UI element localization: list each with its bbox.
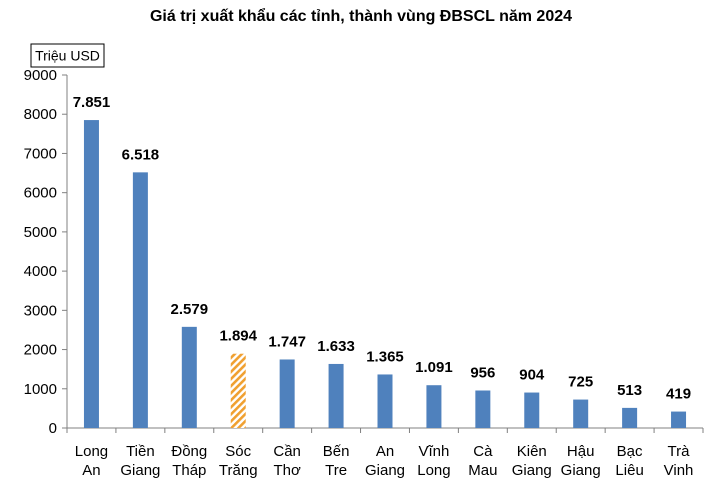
- x-tick-label: Kiên: [517, 443, 547, 460]
- bar: [622, 407, 638, 428]
- bar: [573, 399, 589, 428]
- bar: [671, 411, 687, 428]
- data-label: 904: [519, 367, 545, 384]
- bar: [230, 353, 246, 428]
- y-tick-label: 9000: [24, 67, 57, 84]
- bar: [181, 326, 197, 428]
- data-label: 1.633: [317, 338, 355, 355]
- x-tick-label: Cần: [273, 443, 301, 460]
- x-tick-label: Đồng: [171, 443, 207, 460]
- y-tick-label: 0: [49, 420, 57, 437]
- x-tick-label: Long: [417, 462, 450, 479]
- bar: [426, 385, 442, 428]
- y-tick-label: 6000: [24, 185, 57, 202]
- x-tick-label: Bến: [323, 443, 350, 460]
- axes: 0 1000 2000 3000 4000 5000 6000 7000 8000 9000 Lon…: [24, 67, 704, 479]
- x-tick-label: Bạc: [617, 443, 643, 460]
- y-tick-label: 2000: [24, 342, 57, 359]
- x-tick-label: Giang: [561, 462, 601, 479]
- y-tick-label: 1000: [24, 381, 57, 398]
- data-label: 725: [568, 374, 593, 391]
- data-label: 6.518: [122, 146, 160, 163]
- unit-label: Triệu USD: [35, 48, 100, 64]
- data-label: 1.747: [268, 333, 306, 350]
- x-tick-label: Mau: [468, 462, 497, 479]
- bars: [83, 120, 687, 428]
- x-tick-label: Trà: [668, 443, 691, 460]
- data-labels: 7.851 6.518 2.579 1.894 1.747 1.633 1.365 1.091…: [73, 94, 691, 402]
- x-tick-label: Giang: [120, 462, 160, 479]
- x-tick-label: Giang: [512, 462, 552, 479]
- bar: [328, 363, 344, 428]
- x-tick-label: Tre: [325, 462, 347, 479]
- bar: [132, 172, 148, 428]
- unit-label-box: Triệu USD: [30, 43, 105, 68]
- x-tick-label: Giang: [365, 462, 405, 479]
- data-label: 956: [470, 365, 495, 382]
- data-label: 1.091: [415, 359, 453, 376]
- data-label: 1.365: [366, 348, 404, 365]
- x-tick-label: Hậu: [567, 443, 595, 460]
- x-tick-label: Vinh: [664, 462, 694, 479]
- data-label: 513: [617, 382, 642, 399]
- x-tick-label: Sóc: [225, 443, 251, 460]
- x-tick-label: An: [82, 462, 100, 479]
- x-tick-label: An: [376, 443, 394, 460]
- bar: [475, 390, 491, 428]
- bar: [524, 392, 540, 428]
- data-label: 419: [666, 386, 691, 403]
- x-tick-label: Trăng: [219, 462, 258, 479]
- x-tick-label: Tiền: [126, 443, 155, 460]
- bar: [377, 374, 393, 428]
- data-label: 1.894: [219, 328, 257, 345]
- y-tick-label: 8000: [24, 106, 57, 123]
- y-tick-label: 3000: [24, 302, 57, 319]
- x-tick-label: Long: [75, 443, 108, 460]
- data-label: 2.579: [171, 301, 209, 318]
- bar: [279, 359, 295, 428]
- data-label: 7.851: [73, 94, 111, 111]
- x-tick-label: Tháp: [172, 462, 206, 479]
- y-tick-label: 4000: [24, 263, 57, 280]
- x-tick-label: Cà: [473, 443, 493, 460]
- y-tick-label: 7000: [24, 145, 57, 162]
- chart-title: Giá trị xuất khẩu các tỉnh, thành vùng Đ…: [150, 7, 572, 25]
- bar: [83, 120, 99, 428]
- y-tick-label: 5000: [24, 224, 57, 241]
- x-tick-label: Vĩnh: [418, 443, 449, 460]
- x-tick-label: Liêu: [615, 462, 643, 479]
- x-tick-label: Thơ: [273, 462, 301, 479]
